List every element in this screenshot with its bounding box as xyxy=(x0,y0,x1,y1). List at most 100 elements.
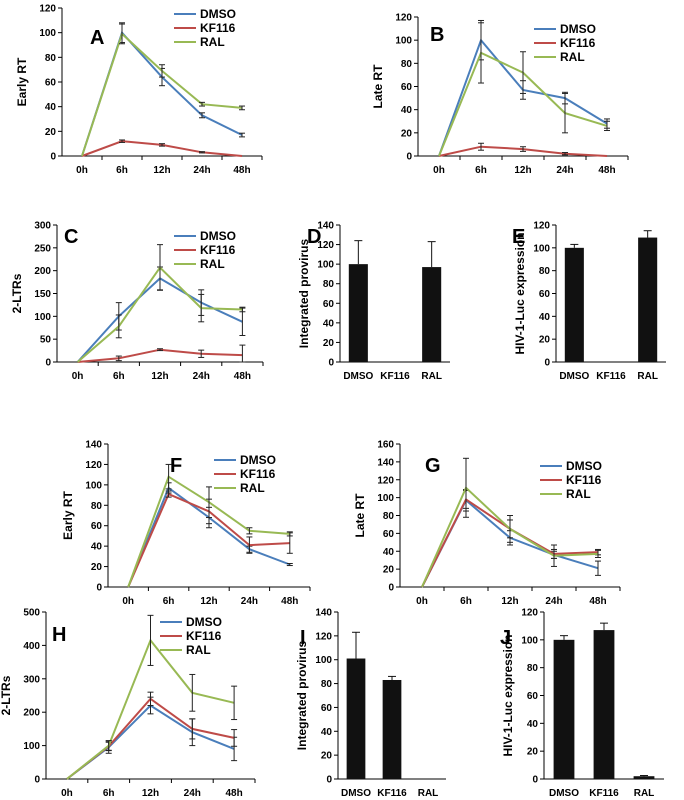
y-tick-label: 120 xyxy=(533,221,550,232)
y-axis-label: 2-LTRs xyxy=(10,273,24,313)
x-tick-label: DMSO xyxy=(343,371,373,382)
legend-label-ral: RAL xyxy=(200,257,225,271)
x-tick-label: 6h xyxy=(103,788,115,799)
x-tick-label: 6h xyxy=(116,165,128,176)
y-axis-label: Late RT xyxy=(353,493,367,538)
y-axis-label: Integrated provirus xyxy=(295,641,309,751)
y-tick-label: 140 xyxy=(377,457,394,468)
legend-label-kf116: KF116 xyxy=(560,36,596,50)
y-tick-label: 100 xyxy=(23,741,40,752)
x-tick-label: 0h xyxy=(72,371,84,382)
x-tick-label: KF116 xyxy=(377,788,407,799)
y-tick-label: 300 xyxy=(23,674,40,685)
panel-f: 0 20 40 60 80 100 120 140 Early RT F 0h 6h 12h 24h 48h… xyxy=(61,440,311,607)
x-tick-label: RAL xyxy=(421,371,442,382)
y-tick-label: 150 xyxy=(34,289,51,300)
y-axis-label: HIV-1-Luc expression xyxy=(501,634,515,756)
x-tick-label: 12h xyxy=(142,788,159,799)
y-tick-label: 120 xyxy=(39,4,56,15)
y-tick-label: 60 xyxy=(401,82,413,93)
panel-letter: B xyxy=(430,24,444,46)
y-axis-label: Integrated provirus xyxy=(297,239,311,349)
y-tick-label: 20 xyxy=(323,338,335,349)
x-tick-label: KF116 xyxy=(380,371,410,382)
y-tick-label: 20 xyxy=(45,127,57,138)
x-tick-label: DMSO xyxy=(549,788,579,799)
y-tick-label: 200 xyxy=(23,708,40,719)
y-tick-label: 20 xyxy=(321,751,333,762)
series-line-dmso xyxy=(81,30,243,157)
legend-label-ral: RAL xyxy=(560,50,585,64)
y-tick-label: 60 xyxy=(323,299,335,310)
y-tick-label: 100 xyxy=(395,36,412,47)
x-tick-label: DMSO xyxy=(559,371,589,382)
y-tick-label: 80 xyxy=(323,279,335,290)
y-tick-label: 60 xyxy=(321,703,333,714)
bar-ral xyxy=(638,237,658,362)
x-tick-label: RAL xyxy=(634,788,655,799)
y-tick-label: 200 xyxy=(34,266,51,277)
panel-letter: E xyxy=(512,226,525,248)
x-tick-label: 48h xyxy=(234,371,251,382)
y-tick-label: 40 xyxy=(527,719,539,730)
y-tick-label: 0 xyxy=(544,358,550,369)
y-tick-label: 120 xyxy=(377,475,394,486)
y-tick-label: 100 xyxy=(533,243,550,254)
y-tick-label: 40 xyxy=(401,105,413,116)
panel-letter: D xyxy=(307,226,321,248)
bar-ral xyxy=(422,267,442,362)
y-tick-label: 100 xyxy=(39,28,56,39)
x-tick-label: 6h xyxy=(475,165,487,176)
x-tick-label: KF116 xyxy=(596,371,626,382)
y-tick-label: 140 xyxy=(315,608,332,619)
x-tick-label: 0h xyxy=(122,596,134,607)
series-line-ral xyxy=(81,32,243,157)
y-tick-label: 120 xyxy=(317,240,334,251)
y-tick-label: 20 xyxy=(401,128,413,139)
y-tick-label: 40 xyxy=(539,312,551,323)
y-tick-label: 20 xyxy=(527,747,539,758)
y-tick-label: 80 xyxy=(383,511,395,522)
series-line-kf116 xyxy=(77,348,243,363)
legend-label-dmso: DMSO xyxy=(200,229,236,243)
y-tick-label: 80 xyxy=(539,266,551,277)
x-tick-label: 24h xyxy=(184,788,201,799)
x-tick-label: 48h xyxy=(233,165,250,176)
bar-ral xyxy=(633,776,655,779)
x-tick-label: 48h xyxy=(281,596,298,607)
x-tick-label: 0h xyxy=(433,165,445,176)
x-tick-label: 0h xyxy=(416,596,428,607)
x-tick-label: 6h xyxy=(113,371,125,382)
x-tick-label: 12h xyxy=(151,371,168,382)
y-tick-label: 80 xyxy=(321,679,333,690)
y-axis-label: Early RT xyxy=(61,490,75,539)
y-tick-label: 0 xyxy=(326,775,332,786)
y-tick-label: 0 xyxy=(388,583,394,594)
x-tick-label: 12h xyxy=(501,596,518,607)
y-tick-label: 40 xyxy=(45,102,57,113)
x-tick-label: 12h xyxy=(514,165,531,176)
x-tick-label: RAL xyxy=(418,788,439,799)
x-tick-label: 0h xyxy=(61,788,73,799)
legend-label-kf116: KF116 xyxy=(200,21,236,35)
x-tick-label: 6h xyxy=(163,596,175,607)
y-tick-label: 100 xyxy=(377,493,394,504)
x-tick-label: RAL xyxy=(637,371,658,382)
y-tick-label: 140 xyxy=(85,440,102,451)
x-tick-label: 12h xyxy=(200,596,217,607)
x-tick-label: 24h xyxy=(193,371,210,382)
legend-label-ral: RAL xyxy=(186,643,211,657)
y-tick-label: 120 xyxy=(521,608,538,619)
panel-a: 0 20 40 60 80 100 120 Early RT A 0h 6h 12h 24h 48h DMS… xyxy=(15,4,263,176)
y-tick-label: 40 xyxy=(383,547,395,558)
y-tick-label: 60 xyxy=(527,691,539,702)
y-tick-label: 100 xyxy=(317,260,334,271)
y-tick-label: 50 xyxy=(40,335,52,346)
y-axis-label: 2-LTRs xyxy=(0,675,13,715)
x-tick-label: 48h xyxy=(598,165,615,176)
y-tick-label: 140 xyxy=(317,221,334,232)
y-tick-label: 300 xyxy=(34,221,51,232)
